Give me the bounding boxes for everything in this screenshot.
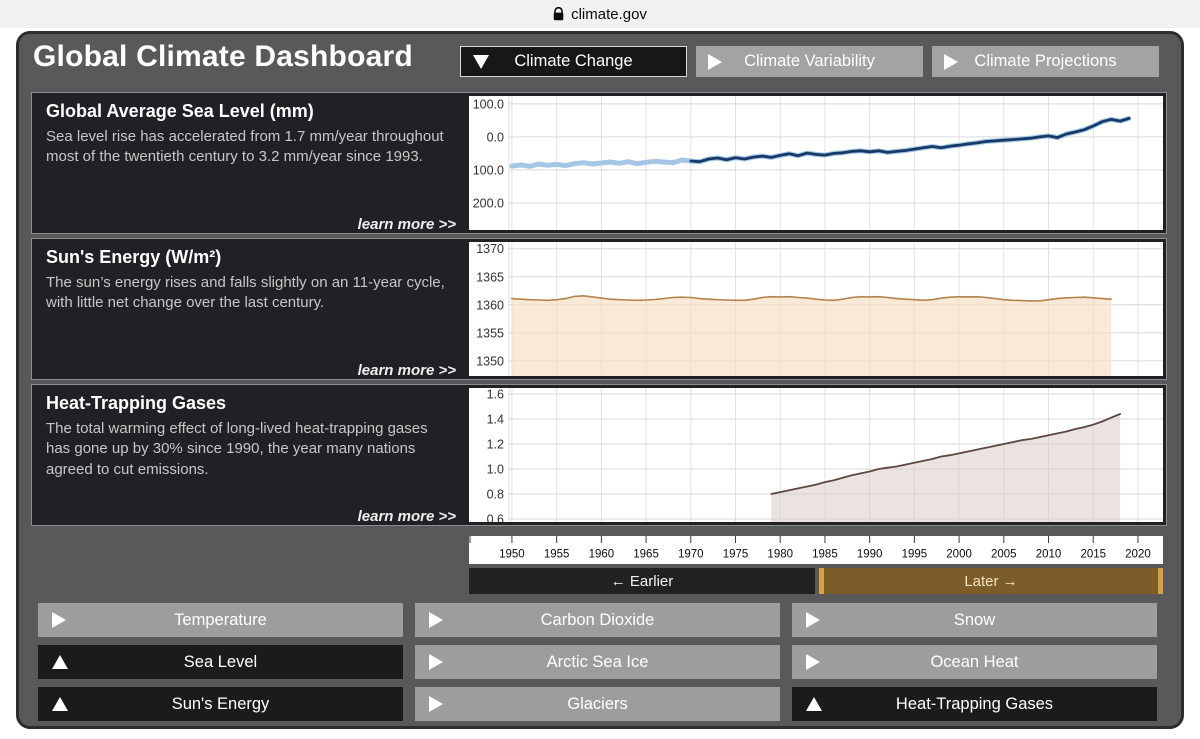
triangle-right-icon xyxy=(429,696,443,712)
svg-text:2020: 2020 xyxy=(1125,549,1151,561)
tab-climate-change[interactable]: Climate Change xyxy=(460,46,687,77)
button-label: Snow xyxy=(953,610,996,629)
svg-text:1.4: 1.4 xyxy=(487,413,504,427)
svg-text:1370: 1370 xyxy=(476,242,504,256)
svg-text:1965: 1965 xyxy=(633,549,659,561)
tab-label: Climate Variability xyxy=(744,52,875,70)
triangle-right-icon xyxy=(708,53,722,70)
triangle-right-icon xyxy=(944,53,958,70)
tab-climate-projections[interactable]: Climate Projections xyxy=(932,46,1159,77)
panel-suns-energy: Sun's Energy (W/m²) The sun’s energy ris… xyxy=(31,238,1167,380)
svg-text:2005: 2005 xyxy=(991,549,1017,561)
triangle-right-icon xyxy=(429,612,443,628)
heat-trapping-gases-chart: 1.6 1.4 1.2 1.0 0.8 0.6 xyxy=(469,388,1163,522)
button-label: Heat-Trapping Gases xyxy=(895,694,1054,713)
button-glaciers[interactable]: Glaciers xyxy=(415,687,780,721)
triangle-right-icon xyxy=(806,654,820,670)
svg-text:1.6: 1.6 xyxy=(487,388,504,402)
triangle-up-icon xyxy=(806,697,822,711)
button-suns-energy[interactable]: Sun's Energy xyxy=(38,687,403,721)
button-label: Carbon Dioxide xyxy=(540,610,655,629)
panel-text: Heat-Trapping Gases The total warming ef… xyxy=(32,393,472,533)
suns-energy-chart: 1370 1365 1360 1355 1350 xyxy=(469,242,1163,376)
lock-icon xyxy=(553,7,564,21)
button-label: Ocean Heat xyxy=(930,652,1019,671)
triangle-down-icon xyxy=(473,54,489,69)
svg-text:1990: 1990 xyxy=(857,549,883,561)
triangle-up-icon xyxy=(52,655,68,669)
svg-text:1955: 1955 xyxy=(544,549,570,561)
svg-text:0.0: 0.0 xyxy=(487,130,504,144)
button-label: Glaciers xyxy=(567,694,628,713)
panel-text: Sun's Energy (W/m²) The sun’s energy ris… xyxy=(32,247,472,387)
svg-text:1975: 1975 xyxy=(723,549,749,561)
svg-text:1980: 1980 xyxy=(767,549,793,561)
time-navigation: ← Earlier Later → xyxy=(469,568,1163,594)
button-temperature[interactable]: Temperature xyxy=(38,603,403,637)
svg-text:1360: 1360 xyxy=(476,298,504,312)
panel-description: The sun’s energy rises and falls slightl… xyxy=(46,274,445,312)
svg-text:0.8: 0.8 xyxy=(487,488,504,502)
panel-description: Sea level rise has accelerated from 1.7 … xyxy=(46,128,444,166)
button-carbon-dioxide[interactable]: Carbon Dioxide xyxy=(415,603,780,637)
panel-title: Heat-Trapping Gases xyxy=(46,393,227,413)
svg-text:1.2: 1.2 xyxy=(487,438,504,452)
button-label: Arctic Sea Ice xyxy=(546,652,649,671)
earlier-button[interactable]: ← Earlier xyxy=(469,568,815,594)
panel-title: Global Average Sea Level (mm) xyxy=(46,101,314,121)
sea-level-chart: 100.0 0.0 100.0 200.0 xyxy=(469,96,1163,230)
svg-text:2015: 2015 xyxy=(1080,549,1106,561)
button-arctic-sea-ice[interactable]: Arctic Sea Ice xyxy=(415,645,780,679)
timeline-axis: 1950 1955 1960 1965 1970 1975 1980 1985 1990 1995… xyxy=(469,536,1163,564)
button-sea-level[interactable]: Sea Level xyxy=(38,645,403,679)
svg-text:1.0: 1.0 xyxy=(487,463,504,477)
button-ocean-heat[interactable]: Ocean Heat xyxy=(792,645,1157,679)
panel-text: Global Average Sea Level (mm) Sea level … xyxy=(32,101,472,241)
triangle-right-icon xyxy=(429,654,443,670)
svg-text:1950: 1950 xyxy=(499,549,525,561)
svg-text:1350: 1350 xyxy=(476,354,504,368)
svg-text:100.0: 100.0 xyxy=(473,163,504,177)
svg-text:1970: 1970 xyxy=(678,549,704,561)
svg-text:2010: 2010 xyxy=(1036,549,1062,561)
triangle-right-icon xyxy=(806,612,820,628)
panel-description: The total warming effect of long-lived h… xyxy=(46,420,428,478)
panel-heat-trapping-gases: Heat-Trapping Gases The total warming ef… xyxy=(31,384,1167,526)
button-snow[interactable]: Snow xyxy=(792,603,1157,637)
triangle-right-icon xyxy=(52,612,66,628)
button-label: Temperature xyxy=(174,610,267,629)
svg-text:100.0: 100.0 xyxy=(473,97,504,111)
svg-text:1995: 1995 xyxy=(902,549,928,561)
button-label: Sun's Energy xyxy=(171,694,270,713)
svg-text:1355: 1355 xyxy=(476,326,504,340)
svg-text:1365: 1365 xyxy=(476,270,504,284)
learn-more-link[interactable]: learn more >> xyxy=(357,216,456,233)
page-title: Global Climate Dashboard xyxy=(33,40,413,73)
tab-label: Climate Change xyxy=(514,52,633,70)
svg-text:2000: 2000 xyxy=(946,549,972,561)
url-text: climate.gov xyxy=(571,5,647,23)
button-heat-trapping-gases[interactable]: Heat-Trapping Gases xyxy=(792,687,1157,721)
panel-title: Sun's Energy (W/m²) xyxy=(46,247,222,267)
svg-text:1985: 1985 xyxy=(812,549,838,561)
indicator-button-grid: Temperature Carbon Dioxide Snow Sea Leve… xyxy=(38,603,1157,721)
browser-address-bar[interactable]: climate.gov xyxy=(0,0,1200,28)
triangle-up-icon xyxy=(52,697,68,711)
tab-bar: Climate Change Climate Variability Clima… xyxy=(460,46,1159,77)
learn-more-link[interactable]: learn more >> xyxy=(357,508,456,525)
button-label: Sea Level xyxy=(183,652,258,671)
svg-text:0.6: 0.6 xyxy=(487,513,504,523)
tab-climate-variability[interactable]: Climate Variability xyxy=(696,46,923,77)
later-button[interactable]: Later → xyxy=(819,568,1163,594)
tab-label: Climate Projections xyxy=(974,52,1117,70)
panel-sea-level: Global Average Sea Level (mm) Sea level … xyxy=(31,92,1167,234)
learn-more-link[interactable]: learn more >> xyxy=(357,362,456,379)
global-climate-dashboard: Global Climate Dashboard Climate Change … xyxy=(16,31,1184,729)
svg-text:200.0: 200.0 xyxy=(473,196,504,210)
svg-text:1960: 1960 xyxy=(589,549,615,561)
